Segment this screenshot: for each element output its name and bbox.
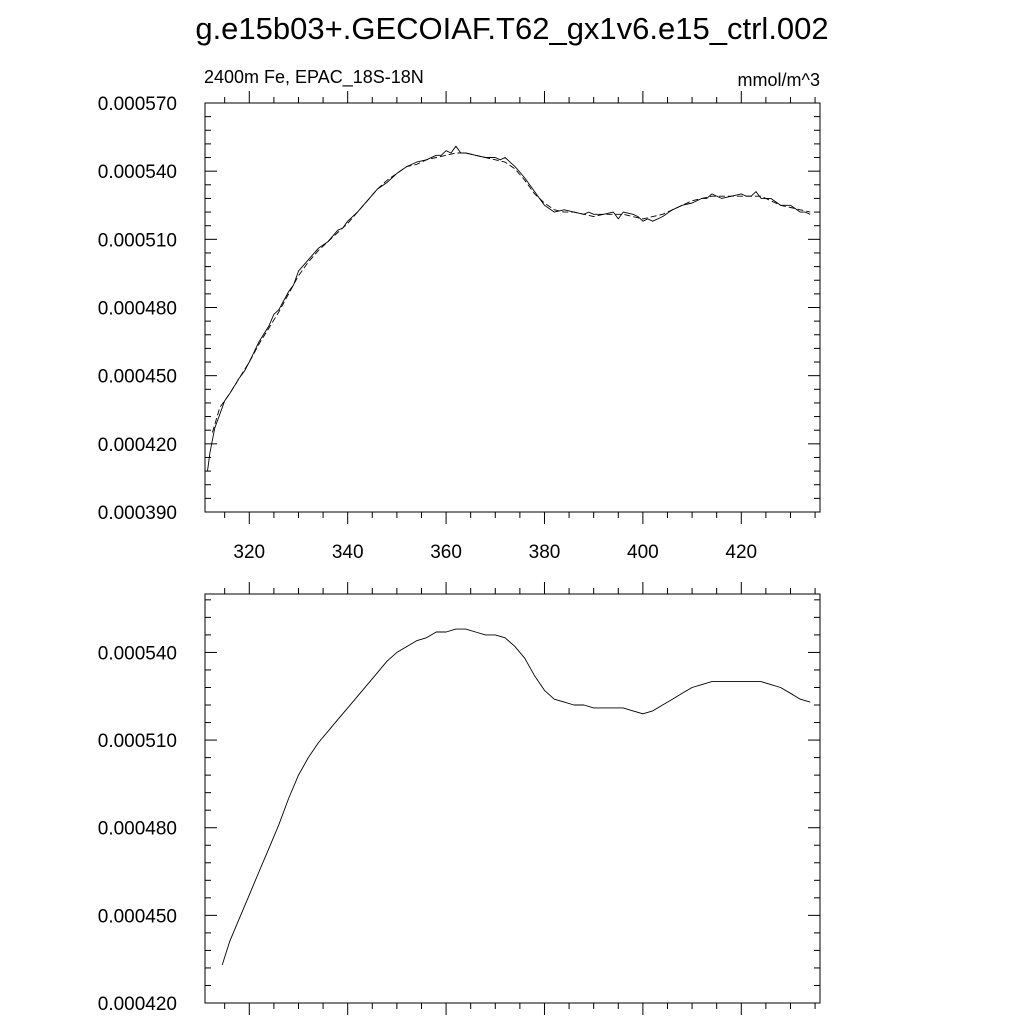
top-chart-y-tick-label: 0.000420 [98,435,177,456]
bottom-chart-y-tick-label: 0.000480 [98,819,177,840]
top-chart-x-tick-label: 340 [332,542,364,563]
bottom-chart-plot-frame [204,593,821,1004]
top-chart-y-tick-label: 0.000570 [98,94,177,115]
bottom-chart-y-tick-labels: 0.000420 0.000450 0.000480 0.000510 0.000540 [98,643,177,1015]
top-chart-units-label: mmol/m^3 [738,70,820,90]
top-chart-y-tick-label: 0.000540 [98,162,177,183]
top-chart-left-label: 2400m Fe, EPAC_18S-18N [204,67,424,88]
top-chart-y-tick-label: 0.000480 [98,299,177,320]
bottom-chart-series-group [221,628,811,966]
bottom-chart-y-tick-label: 0.000450 [98,906,177,927]
bottom-chart-ticks [205,582,820,1015]
top-chart-panel: 2400m Fe, EPAC_18S-18N mmol/m^3 0.000390… [98,67,821,563]
figure-title: g.e15b03+.GECOIAF.T62_gx1v6.e15_ctrl.002 [195,11,828,46]
top-chart-x-tick-labels: 320 340 360 380 400 420 [233,542,757,563]
bottom-chart-y-tick-label: 0.000510 [98,731,177,752]
top-chart-x-tick-label: 320 [233,542,265,563]
top-chart-series-group [207,145,811,472]
top-chart-y-tick-label: 0.000510 [98,230,177,251]
top-chart-series-1-line [207,145,811,472]
top-chart-x-tick-label: 420 [725,542,757,563]
top-chart-x-tick-label: 360 [430,542,462,563]
top-chart-ticks [205,91,820,524]
top-chart-y-tick-label: 0.000390 [98,503,177,524]
bottom-chart-y-tick-label: 0.000420 [98,994,177,1015]
top-chart-x-tick-label: 380 [529,542,561,563]
bottom-chart-y-tick-label: 0.000540 [98,643,177,664]
top-chart-y-tick-label: 0.000450 [98,367,177,388]
bottom-chart-series-1-line [221,628,811,966]
bottom-chart-panel: 0.000420 0.000450 0.000480 0.000510 0.000540 [98,582,821,1015]
top-chart-x-tick-label: 400 [627,542,659,563]
top-chart-series-2-line [211,152,811,433]
top-chart-y-tick-labels: 0.000390 0.000420 0.000450 0.000480 0.000510… [98,94,177,524]
